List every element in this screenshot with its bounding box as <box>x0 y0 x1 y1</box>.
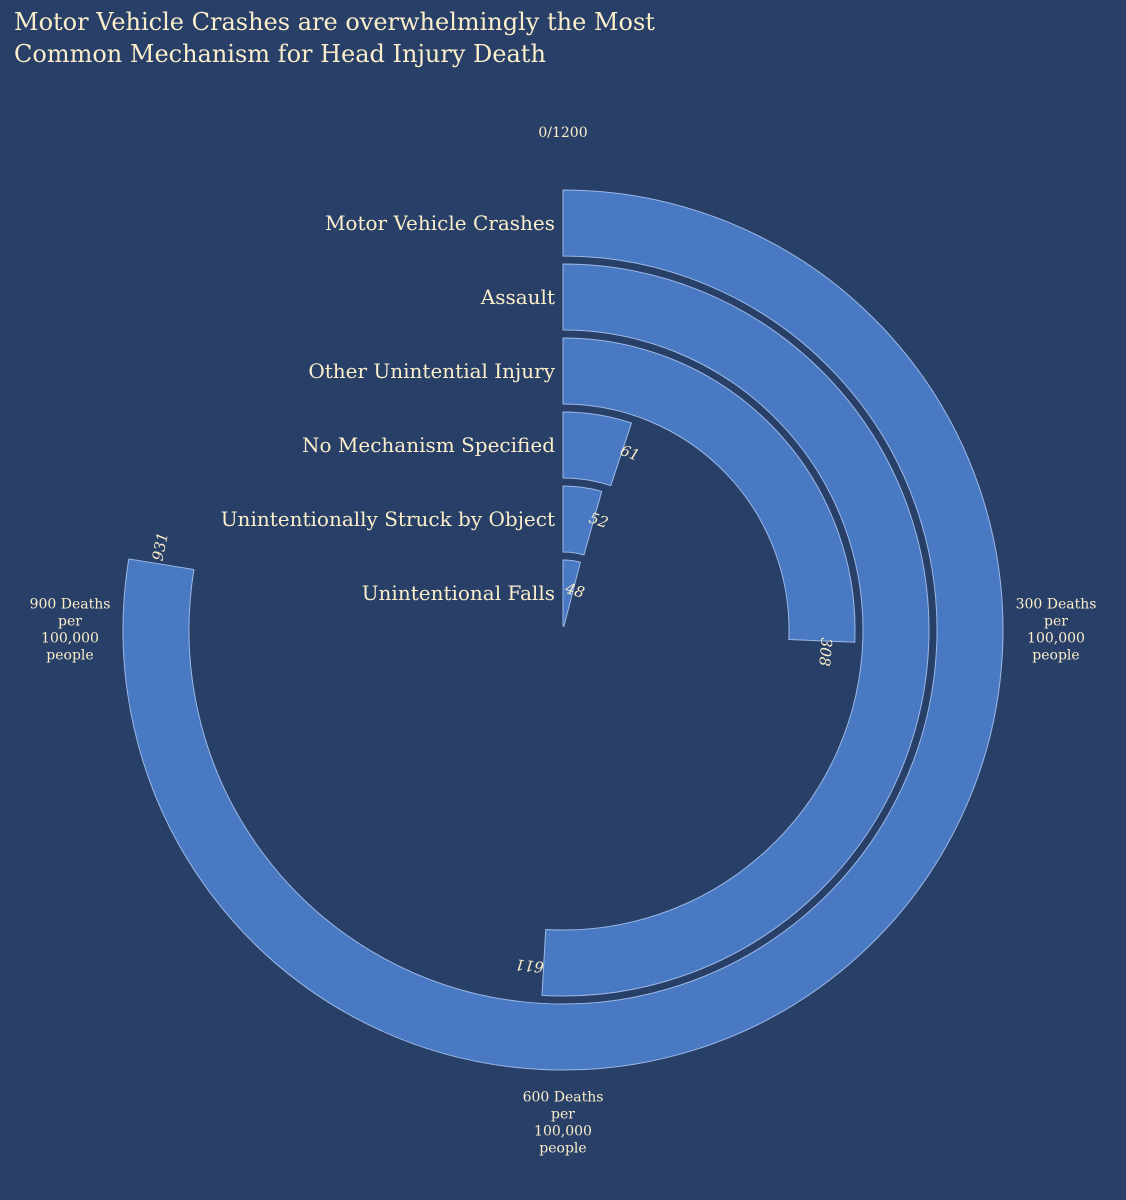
title-line-0: Motor Vehicle Crashes are overwhelmingly… <box>14 8 655 36</box>
category-label-3: No Mechanism Specified <box>302 433 555 457</box>
title-line-1: Common Mechanism for Head Injury Death <box>14 40 546 68</box>
value-labels: 931 611 308 61 52 48 <box>149 441 836 976</box>
axis-tick-300: 300 Deaths per 100,000 people <box>1016 597 1097 664</box>
category-label-2: Other Unintential Injury <box>308 359 555 383</box>
bar-3 <box>562 411 633 487</box>
category-label-5: Unintentional Falls <box>362 581 555 605</box>
axis-tick-600: 600 Deaths per 100,000 people <box>523 1090 604 1157</box>
axis-tick-0: 0/1200 <box>538 125 587 141</box>
axis-tick-line: 300 Deaths <box>1016 597 1097 613</box>
axis-tick-line: per <box>1044 614 1068 630</box>
bar-5 <box>562 559 582 627</box>
value-label-4: 52 <box>587 509 611 532</box>
value-label-5: 48 <box>562 579 586 602</box>
category-label-4: Unintentionally Struck by Object <box>221 507 555 531</box>
axis-tick-line: 100,000 <box>1027 631 1085 647</box>
bars <box>122 189 1004 1071</box>
axis-tick-line: people <box>539 1141 586 1157</box>
bar-2 <box>562 337 856 643</box>
category-labels: Motor Vehicle Crashes Assault Other Uninte… <box>221 211 556 605</box>
axis-tick-line: 100,000 <box>41 631 99 647</box>
axis-tick-line: 900 Deaths <box>30 597 111 613</box>
bar-1 <box>541 263 930 997</box>
axis-tick-line: 100,000 <box>534 1124 592 1140</box>
axis-tick-line: 0/1200 <box>538 125 587 141</box>
axis-tick-line: per <box>551 1107 575 1123</box>
axis-tick-line: per <box>58 614 82 630</box>
axis-tick-line: people <box>1032 648 1079 664</box>
category-label-1: Assault <box>480 285 555 309</box>
value-label-2: 308 <box>815 637 835 667</box>
category-label-0: Motor Vehicle Crashes <box>325 211 555 235</box>
axis-tick-line: people <box>46 648 93 664</box>
chart-title: Motor Vehicle Crashes are overwhelmingly… <box>14 8 655 68</box>
bar-0 <box>122 189 1004 1071</box>
bar-4 <box>562 485 603 556</box>
value-label-3: 61 <box>618 441 642 465</box>
axis-tick-line: 600 Deaths <box>523 1090 604 1106</box>
value-label-1: 611 <box>514 955 544 976</box>
axis-tick-900: 900 Deaths per 100,000 people <box>30 597 111 664</box>
value-label-0: 931 <box>149 531 172 563</box>
